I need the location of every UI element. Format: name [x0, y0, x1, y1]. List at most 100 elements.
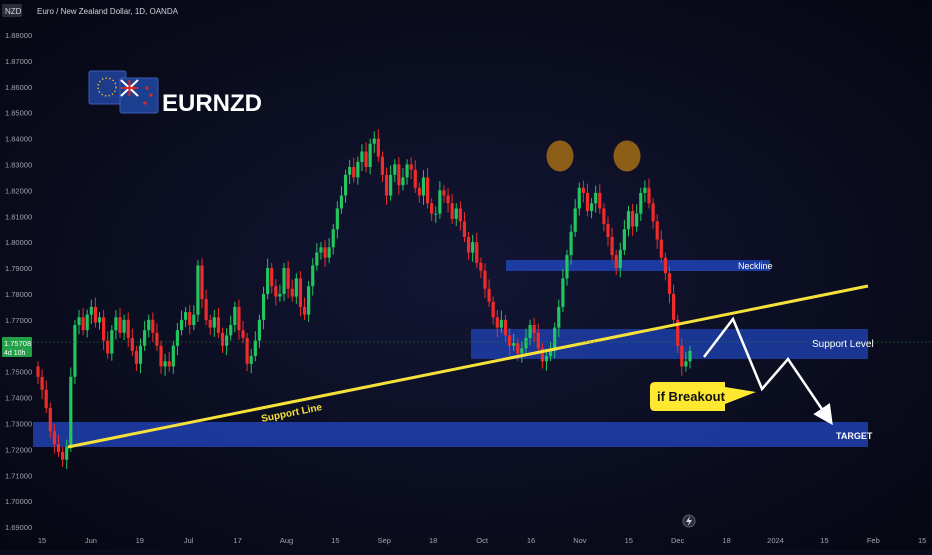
candle-body: [257, 319, 262, 341]
candle-body: [655, 221, 659, 240]
candle-body: [368, 143, 372, 168]
candle-body: [225, 335, 229, 346]
candle-body: [434, 213, 438, 215]
candle-body: [102, 317, 106, 341]
candle-body: [311, 265, 315, 287]
nz-star-icon: [149, 93, 153, 97]
candle-body: [134, 350, 139, 364]
candle-body: [335, 208, 339, 230]
candle-body: [302, 306, 307, 315]
candle-body: [462, 221, 467, 237]
nz-star-icon: [143, 101, 147, 105]
x-tick-label: 16: [527, 536, 535, 545]
candle-body: [278, 293, 282, 297]
candle-body: [647, 187, 651, 204]
candle-body: [220, 332, 225, 346]
candle-body: [512, 343, 516, 346]
candle-body: [343, 174, 348, 196]
x-tick-label: 18: [429, 536, 437, 545]
candle-body: [663, 257, 667, 274]
y-tick-label: 1.71000: [5, 471, 32, 480]
x-tick-label: Dec: [671, 536, 685, 545]
candle-body: [118, 317, 122, 333]
currency-badge[interactable]: [2, 4, 22, 17]
x-tick-label: 18: [722, 536, 730, 545]
candle-body: [659, 239, 663, 258]
y-tick-label: 1.72000: [5, 445, 32, 454]
price-tag-value: 1.75708: [4, 339, 31, 348]
candle-body: [384, 174, 389, 196]
y-tick-label: 1.74000: [5, 394, 32, 403]
candle-body: [520, 348, 524, 354]
candle-body: [163, 361, 167, 367]
candle-body: [639, 192, 643, 214]
candle-body: [130, 337, 134, 351]
candle-body: [147, 319, 151, 331]
candle-body: [409, 164, 413, 170]
neckline-zone: [506, 260, 770, 271]
support-level-label: Support Level: [812, 339, 874, 350]
candle-body: [614, 255, 618, 269]
breakout-callout[interactable]: [650, 382, 756, 411]
candle-body: [630, 211, 635, 227]
candle-body: [450, 203, 454, 219]
candle-body: [536, 332, 540, 349]
candle-body: [577, 187, 581, 209]
candle-body: [69, 376, 73, 447]
x-tick-label: Jun: [85, 536, 97, 545]
candle-body: [626, 211, 631, 230]
candle-body: [393, 164, 397, 175]
left-head-marker: [546, 140, 574, 172]
x-tick-label: Aug: [280, 536, 293, 545]
candle-body: [417, 187, 421, 196]
candle-body: [401, 177, 405, 186]
support-trendline[interactable]: [67, 284, 869, 449]
candle-body: [425, 177, 430, 204]
time-axis[interactable]: 15 Jun 19 Jul 17 Aug 15 Sep 18 Oct 16 Nov 15 Dec 18 202…: [38, 536, 927, 545]
candle-body: [503, 319, 508, 336]
y-tick-label: 1.81000: [5, 212, 32, 221]
candle-body: [671, 293, 676, 320]
candle-body: [126, 319, 130, 338]
candle-body: [471, 242, 475, 253]
candle-body: [610, 236, 614, 256]
neckline-label: Neckline: [738, 261, 773, 271]
candle-body: [548, 350, 553, 357]
candle-body: [143, 330, 147, 346]
candle-body: [167, 361, 171, 367]
candle-body: [331, 229, 335, 248]
candle-body: [249, 356, 253, 364]
candle-body: [389, 174, 393, 196]
candle-body: [553, 327, 557, 351]
candle-body: [327, 247, 331, 258]
x-tick-label: 15: [331, 536, 339, 545]
candle-body: [565, 255, 569, 279]
candle-body: [376, 138, 380, 157]
x-tick-label: 15: [625, 536, 633, 545]
y-tick-label: 1.88000: [5, 31, 32, 40]
candle-body: [159, 345, 163, 367]
candle-body: [155, 332, 159, 346]
candle-body: [204, 299, 208, 320]
candle-body: [507, 335, 512, 346]
candle-body: [122, 319, 126, 333]
candle-body: [241, 330, 245, 338]
candle-body: [438, 190, 442, 214]
candle-body: [475, 242, 479, 263]
candle-body: [557, 306, 561, 328]
candles: [36, 129, 692, 470]
candle-body: [397, 164, 401, 186]
candle-body: [413, 169, 417, 188]
candle-body: [89, 306, 93, 315]
candle-body: [237, 306, 241, 331]
candle-body: [188, 312, 192, 326]
candle-body: [589, 203, 594, 212]
candle-body: [245, 337, 249, 364]
candle-body: [569, 231, 573, 256]
y-tick-label: 1.87000: [5, 57, 32, 66]
x-tick-label: Jul: [184, 536, 194, 545]
candle-body: [585, 192, 590, 212]
candle-body: [581, 187, 585, 193]
